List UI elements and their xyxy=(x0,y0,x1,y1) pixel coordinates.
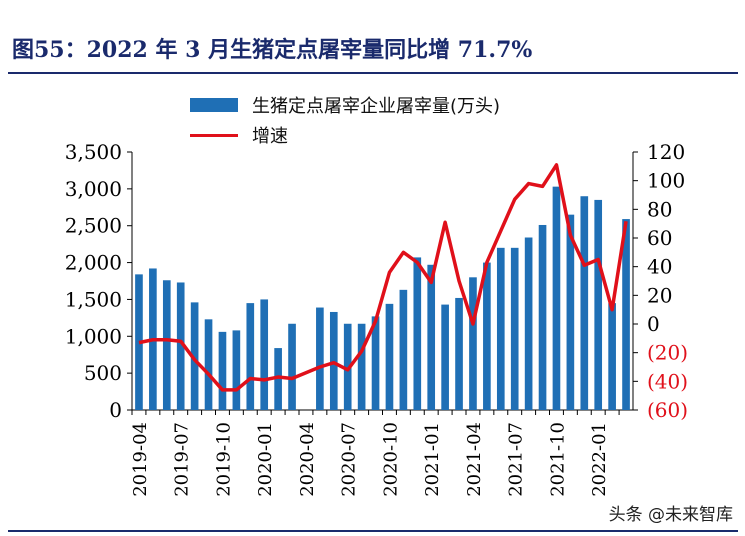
legend-bar-swatch xyxy=(190,98,238,112)
x-axis-tick-label: 2021-07 xyxy=(506,422,527,497)
bar xyxy=(455,297,463,410)
right-axis-tick-label: 40 xyxy=(647,255,672,279)
bar xyxy=(510,247,519,410)
right-axis-tick-label: 80 xyxy=(647,197,672,221)
bottom-rule xyxy=(8,530,738,532)
bar xyxy=(594,199,603,410)
bar xyxy=(371,316,380,410)
right-axis-tick-label: 60 xyxy=(647,226,672,250)
bar xyxy=(413,257,422,410)
left-axis-tick-label: 1,000 xyxy=(65,324,122,348)
bar xyxy=(357,323,366,410)
x-axis-tick-label: 2020-10 xyxy=(380,422,401,497)
legend-item-line: 增速 xyxy=(190,120,500,150)
right-axis-tick-label: 20 xyxy=(647,283,672,307)
growth-rate-line xyxy=(138,163,628,392)
bar xyxy=(441,304,449,410)
bar xyxy=(190,302,199,410)
x-axis-tick-label: 2021-10 xyxy=(547,422,568,497)
bar xyxy=(260,299,269,410)
legend-bar-label: 生猪定点屠宰企业屠宰量(万头) xyxy=(252,96,501,117)
bar xyxy=(538,224,547,410)
chart-legend: 生猪定点屠宰企业屠宰量(万头) 增速 xyxy=(190,90,500,150)
right-axis-tick-label: (40) xyxy=(647,369,688,393)
legend-item-bar: 生猪定点屠宰企业屠宰量(万头) xyxy=(190,90,500,120)
bar xyxy=(427,264,436,410)
bar xyxy=(176,282,185,410)
left-axis-tick-label: 1,500 xyxy=(65,287,122,311)
x-axis-tick-label: 2019-10 xyxy=(213,422,234,497)
bar xyxy=(608,303,616,410)
legend-line-swatch xyxy=(190,133,238,137)
bar xyxy=(316,307,324,410)
right-axis-tick-label: 0 xyxy=(647,312,660,336)
bar xyxy=(204,319,213,410)
bar xyxy=(246,303,255,410)
x-axis-tick-label: 2019-04 xyxy=(130,422,151,497)
bar xyxy=(483,262,491,410)
right-axis-tick-label: (60) xyxy=(647,398,688,422)
chart-title: 图55：2022 年 3 月生猪定点屠宰量同比增 71.7% xyxy=(12,37,533,63)
bar xyxy=(385,303,394,410)
bar xyxy=(274,348,282,410)
bar xyxy=(288,323,296,410)
bar xyxy=(496,247,505,410)
source-watermark: 头条 @未来智库 xyxy=(608,505,733,525)
bar xyxy=(162,280,171,410)
right-axis-tick-label: 120 xyxy=(647,140,685,164)
left-axis-tick-label: 0 xyxy=(109,398,122,422)
bar xyxy=(524,237,533,410)
x-axis-tick-label: 2022-01 xyxy=(589,422,610,497)
left-axis-tick-label: 500 xyxy=(84,361,122,385)
left-axis-tick-label: 2,500 xyxy=(65,214,122,238)
x-axis-tick-label: 2020-04 xyxy=(297,422,318,497)
bar xyxy=(552,186,561,410)
left-axis-tick-label: 3,500 xyxy=(65,140,122,164)
right-axis-tick-label: 100 xyxy=(647,169,685,193)
bar xyxy=(580,196,589,410)
left-axis-tick-label: 3,000 xyxy=(65,177,122,201)
x-axis-tick-label: 2021-04 xyxy=(464,422,485,497)
bar xyxy=(218,331,227,410)
bar xyxy=(469,277,477,410)
x-axis-tick-label: 2021-01 xyxy=(422,422,443,497)
x-axis-tick-label: 2020-07 xyxy=(339,422,360,497)
x-axis-tick-label: 2019-07 xyxy=(172,422,193,497)
bar xyxy=(399,289,408,410)
x-axis-tick-label: 2020-01 xyxy=(255,422,276,497)
bar xyxy=(232,330,241,410)
left-axis-tick-label: 2,000 xyxy=(65,251,122,275)
right-axis-tick-label: (20) xyxy=(647,341,688,365)
bar xyxy=(566,214,575,410)
bar xyxy=(622,219,630,410)
bar xyxy=(343,323,352,410)
title-rule xyxy=(8,72,738,74)
legend-line-label: 增速 xyxy=(252,126,288,147)
